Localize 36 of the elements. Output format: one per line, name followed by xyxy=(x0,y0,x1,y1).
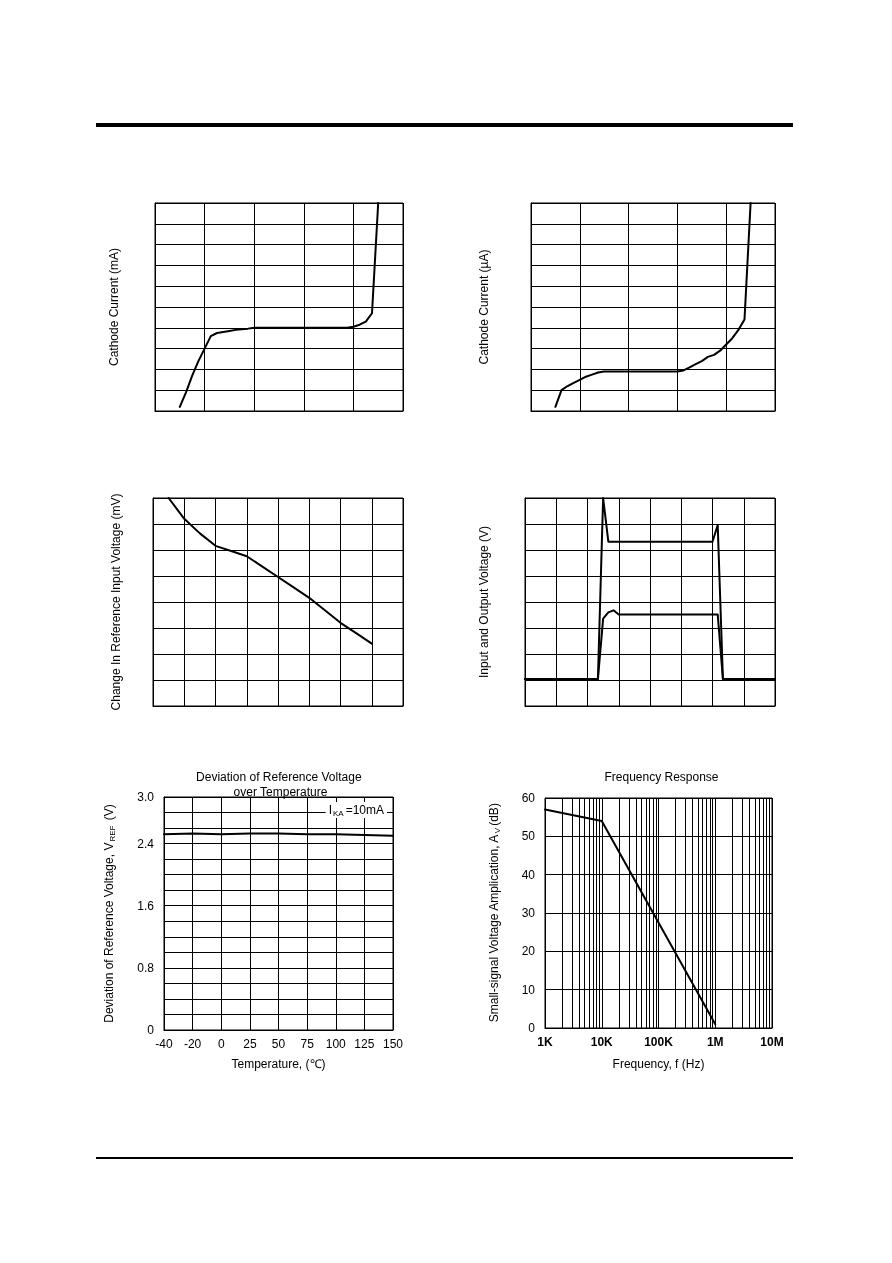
x-tick-label: 125 xyxy=(354,1037,375,1051)
chart-title: Frequency Response xyxy=(604,769,719,784)
y-tick-label: 30 xyxy=(521,906,536,920)
chart-title: Deviation of Reference Voltage over Temperature xyxy=(196,769,365,799)
x-tick-label: 1M xyxy=(706,1035,724,1049)
x-tick-label: 10M xyxy=(760,1035,784,1049)
y-tick-label: 0 xyxy=(528,1021,536,1035)
y-tick-label: 0.8 xyxy=(137,960,155,975)
y-axis-title: Cathode Current (mA) xyxy=(107,247,121,367)
y-axis-title: Small-signal Voltage Amplication, AV(dB) xyxy=(487,803,502,1023)
y-axis-title: Change In Reference Input Voltage (mV) xyxy=(109,493,123,711)
x-tick-label: 150 xyxy=(382,1037,404,1051)
y-tick-label: 2.4 xyxy=(137,836,155,851)
x-tick-label: 100K xyxy=(644,1035,674,1049)
x-tick-label: 100 xyxy=(325,1037,347,1051)
x-tick-label: 25 xyxy=(243,1037,257,1051)
y-tick-label: 60 xyxy=(521,791,536,805)
y-axis-title: Input and Output Voltage (V) xyxy=(477,525,491,679)
x-tick-label: 1K xyxy=(537,1035,553,1049)
x-axis-title: Temperature, (℃) xyxy=(231,1057,326,1071)
x-tick-label: 75 xyxy=(300,1037,315,1051)
x-tick-label: -40 xyxy=(155,1037,173,1051)
y-tick-label: 1.6 xyxy=(137,898,155,913)
x-axis-title: Frequency, f (Hz) xyxy=(612,1057,705,1071)
x-tick-label: -20 xyxy=(183,1037,202,1051)
y-tick-label: 20 xyxy=(521,944,536,959)
x-tick-label: 50 xyxy=(271,1037,286,1051)
y-tick-label: 0 xyxy=(147,1023,155,1037)
y-tick-label: 3.0 xyxy=(137,790,155,804)
x-tick-label: 0 xyxy=(217,1037,225,1051)
y-axis-title: Cathode Current (µA) xyxy=(477,249,491,365)
y-tick-label: 50 xyxy=(521,829,536,844)
y-axis-title: Deviation of Reference Voltage, VREF (V) xyxy=(102,804,117,1023)
y-tick-label: 40 xyxy=(521,867,536,882)
y-tick-label: 10 xyxy=(521,982,536,997)
x-tick-label: 10K xyxy=(590,1035,614,1049)
